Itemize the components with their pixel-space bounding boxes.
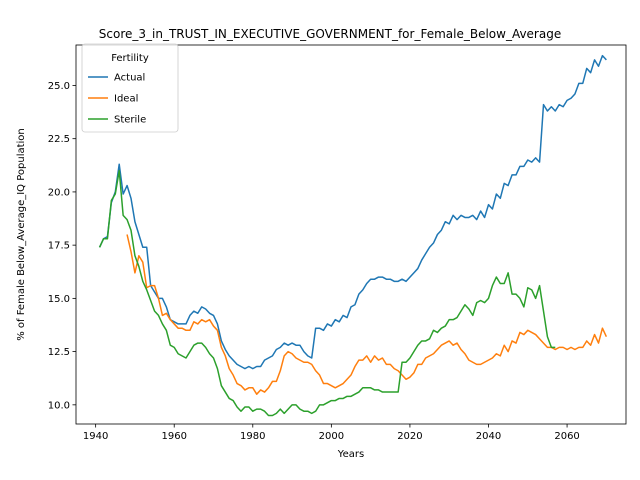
y-tick-label: 15.0 (48, 294, 70, 305)
y-tick-label: 17.5 (48, 241, 70, 252)
legend-label-ideal: Ideal (114, 94, 138, 105)
legend: Fertility Actual Ideal Sterile (81, 43, 179, 133)
x-tick-label: 1940 (83, 431, 108, 442)
x-tick-label: 2000 (319, 431, 344, 442)
y-tick-label: 20.0 (48, 187, 70, 198)
x-tick-label: 2020 (397, 431, 422, 442)
x-axis-label: Years (337, 449, 364, 460)
x-tick-label: 2060 (554, 431, 579, 442)
series-line-actual (98, 54, 607, 370)
x-tick-label: 2040 (476, 431, 501, 442)
x-tick-label: 1960 (161, 431, 186, 442)
y-tick-label: 22.5 (48, 134, 70, 145)
x-axis-ticks: 1940 1960 1980 2000 2020 2040 2060 (83, 424, 580, 442)
y-axis-label: % of Female Below_Average_IQ Population (16, 128, 27, 341)
y-tick-label: 12.5 (48, 347, 70, 358)
legend-label-sterile: Sterile (114, 115, 146, 126)
plot-frame (75, 44, 627, 425)
legend-box (81, 43, 179, 133)
y-tick-label: 25.0 (48, 81, 70, 92)
y-axis-ticks: 10.0 12.5 15.0 17.5 20.0 22.5 25.0 (48, 81, 76, 411)
legend-title: Fertility (111, 53, 149, 64)
chart-title: Score_3_in_TRUST_IN_EXECUTIVE_GOVERNMENT… (99, 27, 561, 41)
y-tick-label: 10.0 (48, 400, 70, 411)
x-tick-label: 1980 (240, 431, 265, 442)
series-line-sterile (98, 169, 556, 417)
plot-lines (98, 54, 608, 417)
legend-entries: Actual Ideal Sterile (88, 73, 146, 126)
series-line-ideal (126, 234, 608, 395)
legend-label-actual: Actual (114, 73, 145, 84)
